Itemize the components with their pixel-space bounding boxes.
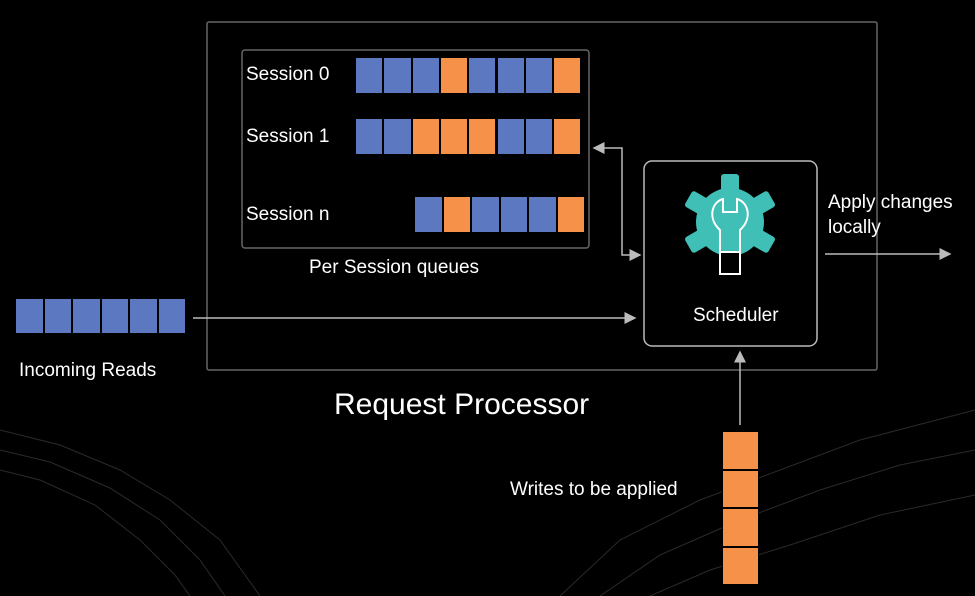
read-request-cell (43, 298, 72, 334)
scheduler-box (643, 160, 818, 347)
queues-label: Per Session queues (309, 257, 480, 278)
session-label: Session 0 (246, 64, 330, 85)
write-request-cell (439, 118, 469, 155)
scheduler-queue-arrow (592, 142, 642, 261)
read-request-cell (528, 196, 557, 233)
read-request-cell (383, 57, 412, 94)
read-request-cell (524, 118, 554, 155)
scheduler-label: Scheduler (693, 305, 779, 326)
background-contours (0, 409, 975, 596)
read-request-cell (414, 196, 443, 233)
write-request-cell (553, 57, 582, 94)
read-request-cell (355, 57, 384, 94)
read-request-cell (157, 298, 186, 334)
read-request-cell (100, 298, 129, 334)
write-request-cell (722, 469, 759, 508)
write-request-cell (553, 118, 582, 155)
read-request-cell (411, 57, 440, 94)
read-request-cell (72, 298, 101, 334)
read-request-cell (524, 57, 554, 94)
read-request-cell (496, 57, 525, 94)
write-request-cell (722, 508, 759, 547)
read-request-cell (471, 196, 500, 233)
session-label: Session n (246, 204, 330, 225)
apply-label-1: Apply changes (828, 192, 953, 213)
write-request-cell (722, 431, 759, 470)
read-request-cell (499, 196, 528, 233)
write-request-cell (468, 118, 497, 155)
read-request-cell (468, 57, 497, 94)
read-request-cell (383, 118, 412, 155)
gear-wrench-icon (685, 174, 775, 275)
read-request-cell (129, 298, 158, 334)
read-request-cell (496, 118, 525, 155)
write-request-cell (411, 118, 440, 155)
writes-label: Writes to be applied (510, 479, 678, 500)
write-request-cell (439, 57, 469, 94)
session-queues-box (241, 49, 590, 249)
write-request-cell (442, 196, 471, 233)
read-request-cell (355, 118, 384, 155)
read-request-cell (15, 298, 44, 334)
write-request-cell (556, 196, 585, 233)
incoming-label: Incoming Reads (19, 360, 157, 381)
request-processor-label: Request Processor (334, 388, 590, 421)
session-label: Session 1 (246, 126, 330, 147)
request-processor-box (206, 21, 878, 371)
apply-label-2: locally (828, 217, 881, 238)
write-request-cell (722, 546, 759, 585)
